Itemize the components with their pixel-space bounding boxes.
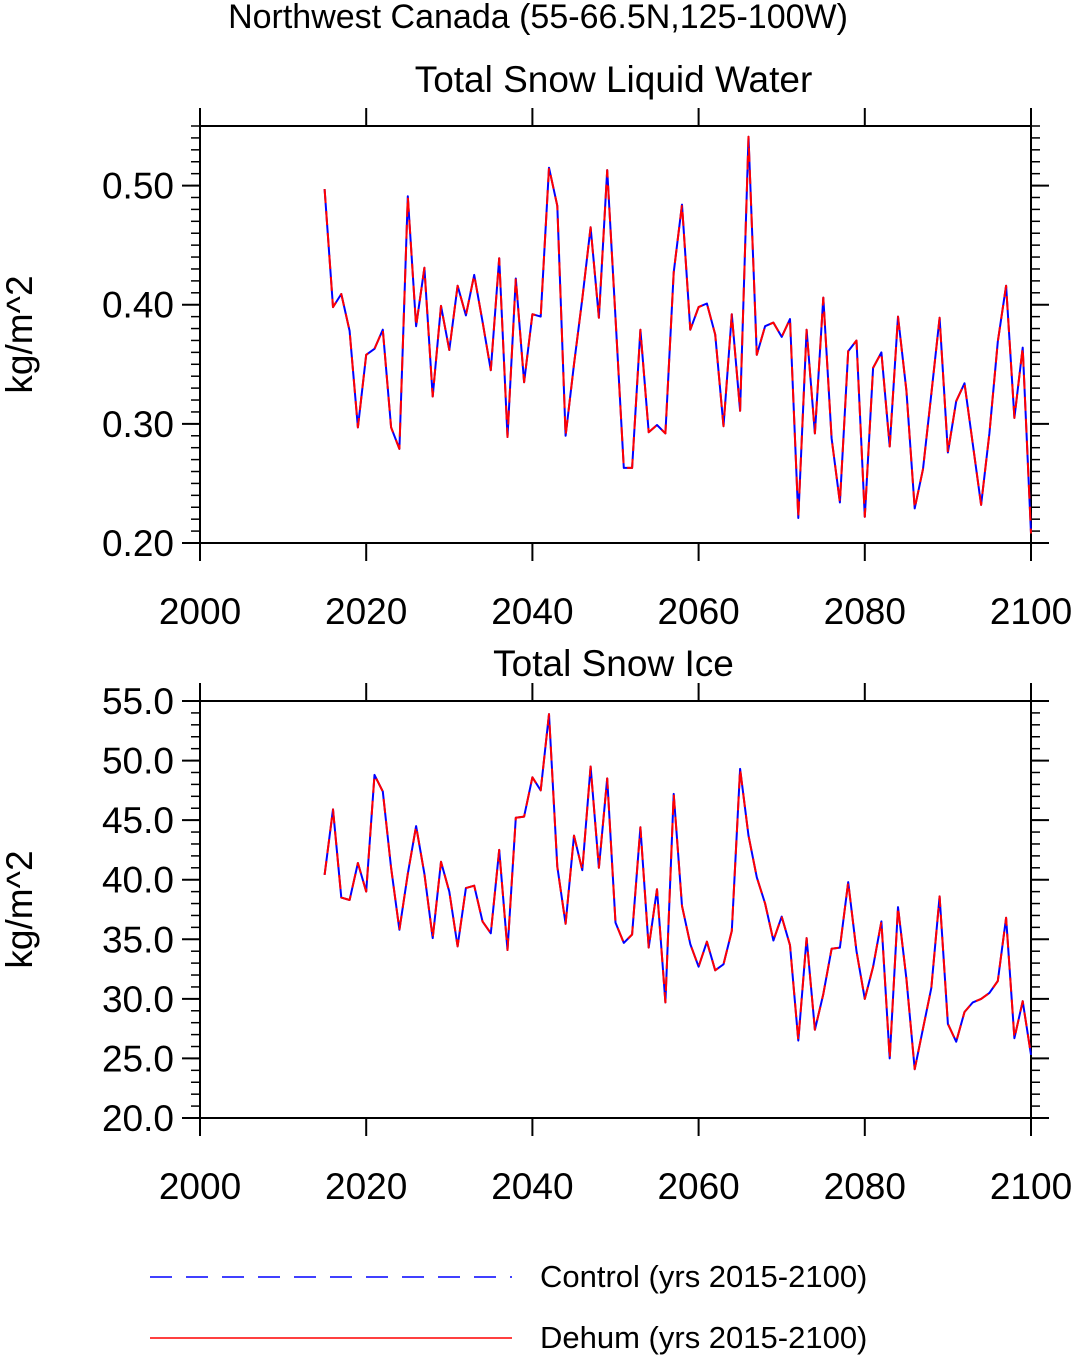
ice-y-tick-label: 40.0 — [102, 860, 174, 901]
liquid-x-tick-label: 2060 — [657, 591, 739, 632]
snow-ice-panel: Total Snow Ice kg/m^2 2000 2020 2040 2060 2080… — [0, 643, 1072, 1207]
liquid-y-tick-label: 0.20 — [102, 523, 174, 564]
liquid-y-tick-label: 0.40 — [102, 285, 174, 326]
ice-y-tick-label: 30.0 — [102, 979, 174, 1020]
ice-y-tick-label: 45.0 — [102, 800, 174, 841]
legend-control-label: Control (yrs 2015-2100) — [540, 1259, 867, 1294]
ice-y-tick-label: 35.0 — [102, 919, 174, 960]
ice-x-tick-label: 2100 — [990, 1166, 1072, 1207]
legend-dehum-label: Dehum (yrs 2015-2100) — [540, 1320, 867, 1355]
liquid-x-tick-label: 2080 — [824, 591, 906, 632]
ice-y-tick-label: 20.0 — [102, 1098, 174, 1139]
ice-x-tick-label: 2020 — [325, 1166, 407, 1207]
ice-x-tick-label: 2040 — [491, 1166, 573, 1207]
ice-y-axis-label: kg/m^2 — [0, 850, 40, 968]
ice-y-tick-label: 55.0 — [102, 681, 174, 722]
ice-x-tick-label: 2060 — [657, 1166, 739, 1207]
liquid-x-tick-label: 2040 — [491, 591, 573, 632]
liquid-y-axis-label: kg/m^2 — [0, 275, 40, 393]
liquid-series-dehum — [323, 135, 1032, 534]
liquid-plot-frame — [199, 125, 1032, 544]
ice-x-tick-label: 2000 — [159, 1166, 241, 1207]
liquid-y-tick-label: 0.50 — [102, 166, 174, 207]
ice-x-tick-label: 2080 — [824, 1166, 906, 1207]
snow-liquid-water-panel: Total Snow Liquid Water kg/m^2 2000 2020 204… — [0, 59, 1072, 632]
liquid-x-tick-label: 2000 — [159, 591, 241, 632]
liquid-series-control — [323, 135, 1032, 534]
ice-plot-frame — [199, 700, 1032, 1119]
liquid-x-tick-label: 2020 — [325, 591, 407, 632]
liquid-chart-title: Total Snow Liquid Water — [415, 59, 813, 100]
ice-series-dehum — [323, 713, 1032, 1071]
figure-title: Northwest Canada (55-66.5N,125-100W) — [228, 0, 848, 36]
ice-y-tick-label: 25.0 — [102, 1038, 174, 1079]
legend: Control (yrs 2015-2100) Dehum (yrs 2015-… — [150, 1259, 867, 1355]
ice-series-control — [323, 713, 1032, 1071]
ice-y-tick-label: 50.0 — [102, 741, 174, 782]
ice-chart-title: Total Snow Ice — [493, 643, 734, 684]
liquid-y-tick-label: 0.30 — [102, 404, 174, 445]
liquid-x-tick-label: 2100 — [990, 591, 1072, 632]
